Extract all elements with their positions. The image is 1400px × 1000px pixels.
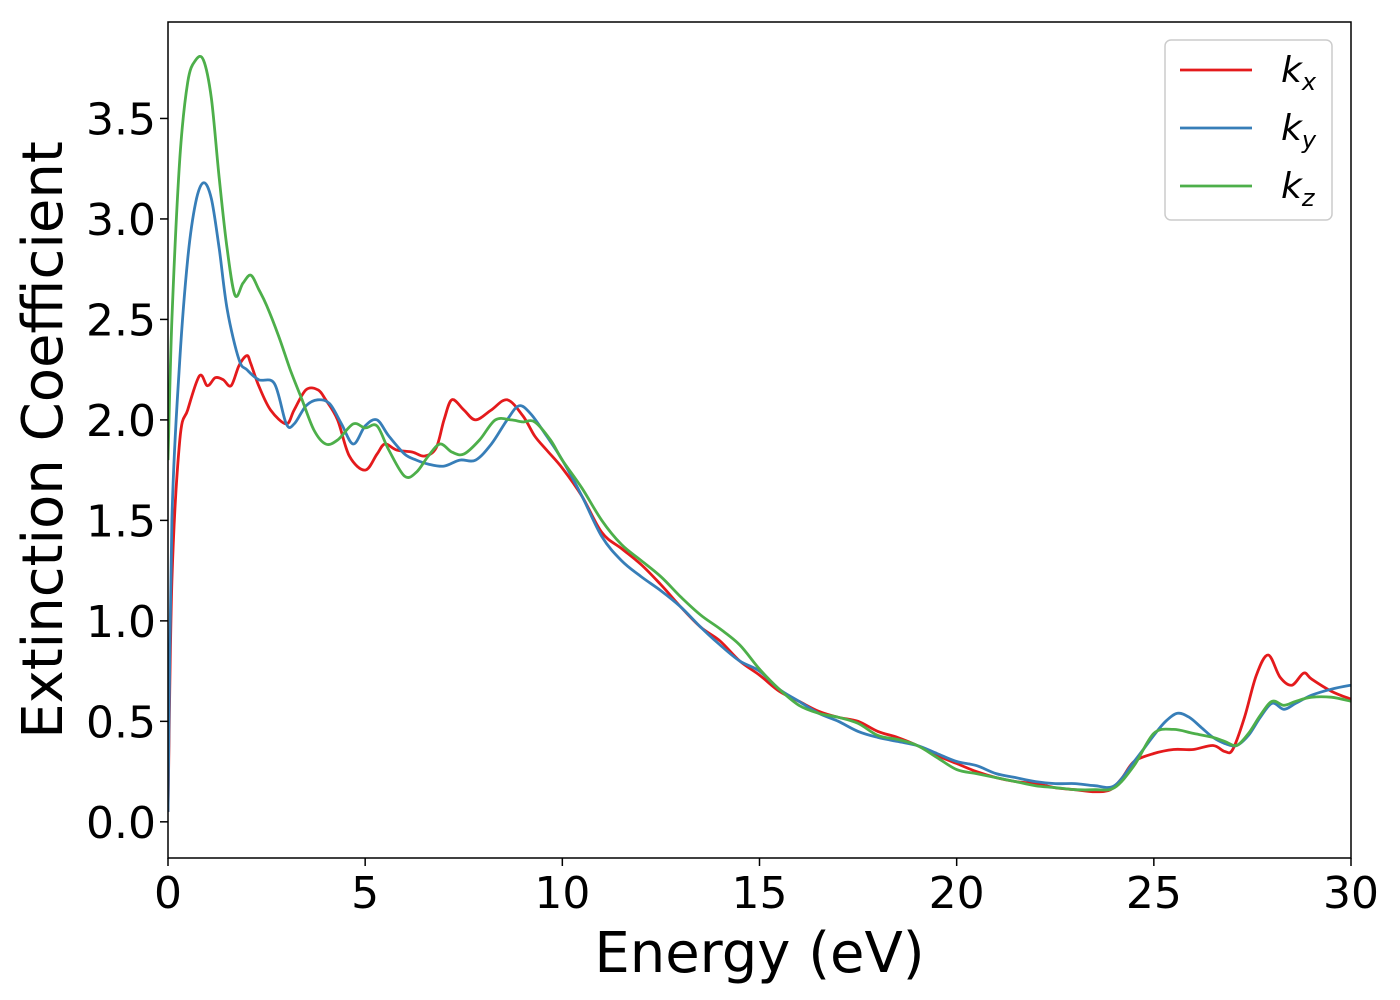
x-tick-label: 20 [929,868,985,919]
y-tick-label: 1.5 [86,496,156,547]
x-tick-label: 15 [732,868,788,919]
x-axis-title: Energy (eV) [594,921,924,986]
y-tick-label: 0.5 [86,697,156,748]
legend-label-kz: kz [1281,166,1316,212]
series-line-ky [168,181,1351,812]
x-tick-label: 10 [534,868,590,919]
x-tick-label: 0 [154,868,182,919]
legend: kx ky kz [1164,39,1333,221]
series-line-kz [168,55,1351,792]
y-tick-label: 2.0 [86,396,156,447]
y-tick-label: 0.0 [86,798,156,849]
y-axis-ticks: 0.0 0.5 1.0 1.5 2.0 2.5 3.0 3.5 [86,94,168,849]
x-axis-ticks: 0 5 10 15 20 25 30 [154,858,1379,919]
y-tick-label: 1.0 [86,597,156,648]
legend-frame [1164,39,1333,221]
y-tick-label: 3.0 [86,195,156,246]
x-tick-label: 5 [351,868,379,919]
legend-label-kx: kx [1281,50,1317,96]
series-line-kx [168,354,1351,812]
x-tick-label: 25 [1126,868,1182,919]
y-tick-label: 2.5 [86,295,156,346]
y-axis-title: Extinction Coefficient [11,141,76,739]
y-tick-label: 3.5 [86,94,156,145]
x-tick-label: 30 [1323,868,1379,919]
legend-label-ky: ky [1281,108,1317,154]
plot-lines [168,55,1351,812]
